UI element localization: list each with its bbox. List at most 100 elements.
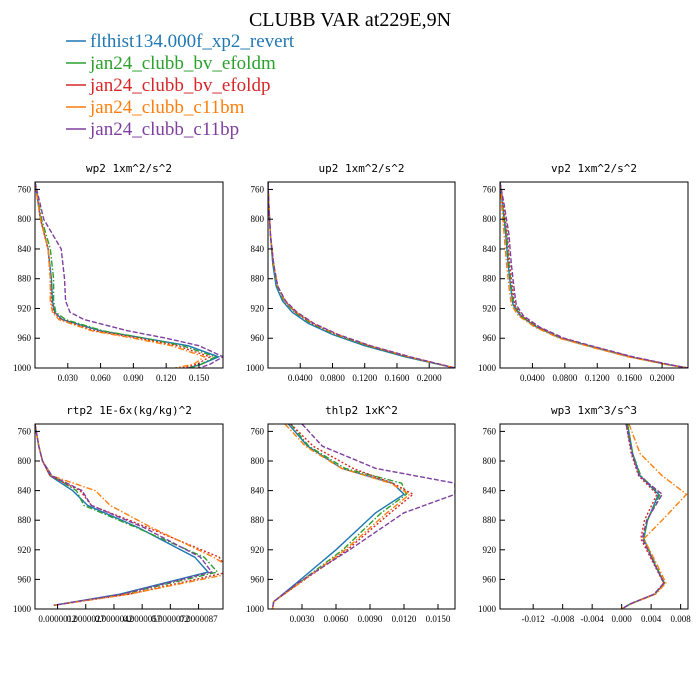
panel-title: wp2 1xm^2/s^2	[86, 162, 172, 175]
y-tick-label: 1000	[246, 604, 265, 614]
x-tick-label: 0.0090	[358, 614, 383, 624]
panel-3: rtp2 1E-6x(kg/kg)^2 760 800 840 880 920 960 100…	[13, 404, 224, 624]
series-line	[500, 182, 688, 368]
y-tick-label: 920	[18, 303, 32, 313]
legend: flthist134.000f_xp2_revertjan24_clubb_bv…	[66, 31, 295, 140]
x-tick-label: 0.0800	[552, 373, 577, 383]
y-tick-label: 960	[18, 574, 32, 584]
legend-label: flthist134.000f_xp2_revert	[90, 31, 295, 52]
y-tick-label: 880	[251, 515, 265, 525]
series-line	[621, 424, 688, 609]
panel-0: wp2 1xm^2/s^2 760 800 840 880 920 960 1000 0.030…	[13, 162, 224, 383]
y-tick-label: 880	[483, 274, 497, 284]
series-line	[35, 424, 223, 606]
panels: wp2 1xm^2/s^2 760 800 840 880 920 960 1000 0.030…	[13, 162, 691, 624]
x-tick-label: 0.0060	[324, 614, 349, 624]
panel-1: up2 1xm^2/s^2 760 800 840 880 920 960 1000 0.040…	[246, 162, 456, 383]
y-tick-label: 960	[251, 574, 265, 584]
x-tick-label: 0.0000012	[38, 614, 76, 624]
x-tick-label: 0.0000057	[123, 614, 162, 624]
legend-label: jan24_clubb_bv_efoldm	[89, 53, 276, 74]
y-tick-label: 840	[18, 486, 32, 496]
panel-4: thlp2 1xK^2 760 800 840 880 920 960 1000 0.0030 0…	[246, 404, 456, 624]
series-line	[35, 424, 223, 606]
x-tick-label: 0.1600	[617, 373, 642, 383]
y-tick-label: 800	[483, 456, 497, 466]
x-tick-label: 0.0000027	[67, 614, 106, 624]
y-tick-label: 800	[18, 456, 32, 466]
series-line	[621, 424, 665, 609]
y-tick-label: 800	[18, 214, 32, 224]
x-tick-label: 0.0000042	[95, 614, 133, 624]
panel-frame	[499, 181, 689, 369]
x-tick-label: 0.0400	[288, 373, 313, 383]
y-tick-label: 920	[483, 303, 497, 313]
y-tick-label: 760	[18, 184, 32, 194]
y-tick-label: 800	[483, 214, 497, 224]
legend-label: jan24_clubb_c11bp	[89, 119, 239, 140]
x-tick-label: 0.0000087	[179, 614, 218, 624]
y-tick-label: 760	[251, 426, 265, 436]
x-tick-label: 0.0800	[320, 373, 345, 383]
series-line	[35, 424, 213, 606]
series-line	[268, 182, 455, 368]
y-tick-label: 840	[251, 486, 265, 496]
x-tick-label: -0.008	[551, 614, 575, 624]
y-tick-label: 840	[483, 244, 497, 254]
y-tick-label: 1000	[478, 363, 497, 373]
y-tick-label: 920	[251, 303, 265, 313]
x-tick-label: 0.150	[189, 373, 210, 383]
panel-5: wp3 1xm^3/s^3 760 800 840 880 920 960 1000 -0.01…	[478, 404, 691, 624]
x-tick-label: 0.0030	[290, 614, 315, 624]
series-line	[621, 424, 665, 609]
x-tick-label: 0.0120	[392, 614, 417, 624]
y-tick-label: 1000	[478, 604, 497, 614]
legend-label: jan24_clubb_bv_efoldp	[89, 75, 270, 96]
x-tick-label: 0.2000	[417, 373, 442, 383]
y-tick-label: 760	[18, 426, 32, 436]
series-line	[500, 182, 688, 368]
x-tick-label: 0.1600	[385, 373, 410, 383]
series-line	[268, 182, 455, 368]
series-line	[35, 182, 218, 368]
x-tick-label: 0.000	[612, 614, 633, 624]
panel-title: rtp2 1E-6x(kg/kg)^2	[66, 404, 192, 417]
series-line	[621, 424, 666, 609]
series-line	[35, 424, 210, 606]
y-tick-label: 920	[483, 545, 497, 555]
series-line	[500, 182, 688, 368]
x-tick-label: 0.120	[156, 373, 177, 383]
series-line	[35, 182, 206, 368]
x-tick-label: -0.012	[522, 614, 545, 624]
x-tick-label: 0.0400	[520, 373, 545, 383]
panel-title: up2 1xm^2/s^2	[318, 162, 404, 175]
x-tick-label: 0.004	[641, 614, 662, 624]
panel-frame	[267, 181, 456, 369]
series-line	[268, 182, 455, 368]
y-tick-label: 920	[251, 545, 265, 555]
x-tick-label: 0.1200	[585, 373, 610, 383]
y-tick-label: 880	[251, 274, 265, 284]
y-tick-label: 840	[483, 486, 497, 496]
figure-title: CLUBB VAR at229E,9N	[249, 9, 451, 31]
panel-2: vp2 1xm^2/s^2 760 800 840 880 920 960 1000 0.040…	[478, 162, 689, 383]
y-tick-label: 1000	[246, 363, 265, 373]
series-line	[268, 182, 455, 368]
series-line	[35, 424, 219, 606]
panel-frame	[267, 423, 456, 610]
series-line	[35, 182, 221, 368]
x-tick-label: 0.0150	[426, 614, 451, 624]
series-line	[271, 424, 415, 609]
panel-title: thlp2 1xK^2	[325, 404, 398, 417]
x-tick-label: 0.0000072	[151, 614, 189, 624]
x-tick-label: 0.030	[58, 373, 79, 383]
legend-label: jan24_clubb_c11bm	[89, 97, 245, 118]
y-tick-label: 960	[251, 333, 265, 343]
series-line	[500, 182, 688, 368]
series-line	[271, 424, 406, 609]
y-tick-label: 800	[251, 456, 265, 466]
y-tick-label: 760	[251, 184, 265, 194]
y-tick-label: 840	[18, 244, 32, 254]
series-line	[35, 182, 223, 368]
